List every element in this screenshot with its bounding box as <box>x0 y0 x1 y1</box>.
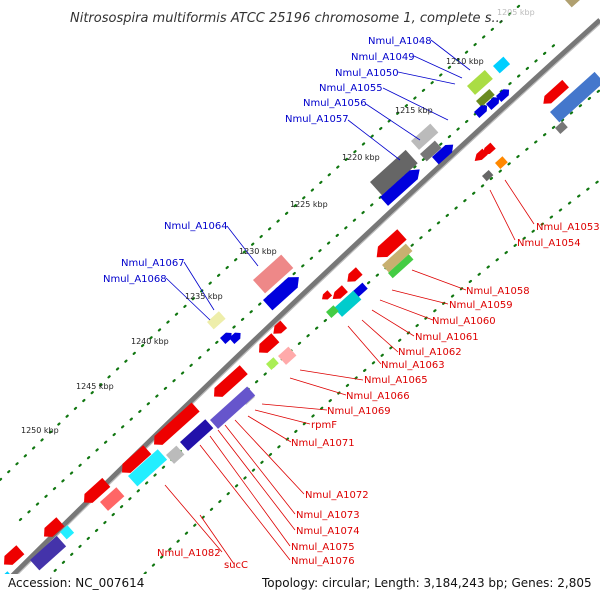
gene-label: Nmul_A1062 <box>398 347 462 358</box>
gene-label: Nmul_A1050 <box>335 68 399 79</box>
gene-label: Nmul_A1055 <box>319 83 383 94</box>
gene-label: Nmul_A1058 <box>466 286 530 297</box>
accession-label: Accession: NC_007614 <box>8 576 144 590</box>
gene-label: Nmul_A1065 <box>364 375 428 386</box>
gene-label: Nmul_A1059 <box>449 300 513 311</box>
gene-label: Nmul_A1068 <box>103 274 167 285</box>
gene-block <box>344 267 363 285</box>
tick-label: 1235 kbp <box>185 292 223 301</box>
gene-block <box>493 57 510 74</box>
gene-label: Nmul_A1063 <box>381 360 445 371</box>
gene-label: Nmul_A1071 <box>291 438 355 449</box>
gene-block <box>229 330 243 344</box>
gene-label: Nmul_A1069 <box>327 406 391 417</box>
gene-block <box>207 311 226 329</box>
map-title: Nitrosospira multiformis ATCC 25196 chro… <box>70 11 504 26</box>
gene-label: Nmul_A1066 <box>346 391 410 402</box>
gene-label: Nmul_A1060 <box>432 316 496 327</box>
gene-block <box>166 446 184 464</box>
gene-block <box>278 347 296 365</box>
gene-label: Nmul_A1072 <box>305 490 369 501</box>
tick-label: 1230 kbp <box>239 247 277 256</box>
gene-label: Nmul_A1074 <box>296 526 360 537</box>
tick-label: 1240 kbp <box>131 337 169 346</box>
gene-label: Nmul_A1048 <box>368 36 432 47</box>
gene-block <box>555 121 568 134</box>
topology-summary: Topology: circular; Length: 3,184,243 bp… <box>261 576 592 590</box>
tick-label: 1220 kbp <box>342 153 380 162</box>
gene-label: Nmul_A1061 <box>415 332 479 343</box>
gene-label: Nmul_A1075 <box>291 542 355 553</box>
genome-map: 1205 kbp 1210 kbp 1215 kbp 1220 kbp 1225… <box>0 0 600 600</box>
gene-label: Nmul_A1076 <box>291 556 355 567</box>
gene-block <box>565 0 588 7</box>
gene-label: Nmul_A1064 <box>164 221 228 232</box>
tick-label: 1245 kbp <box>76 382 114 391</box>
gene-label: Nmul_A1057 <box>285 114 349 125</box>
gene-label: Nmul_A1049 <box>351 52 415 63</box>
gene-label: sucC <box>224 560 248 571</box>
gene-label: Nmul_A1073 <box>296 510 360 521</box>
gene-label: rpmF <box>311 420 337 431</box>
gene-block <box>320 290 332 302</box>
gene-label: Nmul_A1053 <box>536 222 600 233</box>
gene-label: Nmul_A1082 <box>157 548 221 559</box>
gene-block <box>266 357 279 370</box>
tick-label: 1250 kbp <box>21 426 59 435</box>
tick-label: 1215 kbp <box>395 106 433 115</box>
gene-label: Nmul_A1067 <box>121 258 185 269</box>
gene-block <box>495 156 508 169</box>
tick-label: 1225 kbp <box>290 200 328 209</box>
gene-label: Nmul_A1054 <box>517 238 581 249</box>
gene-label: Nmul_A1056 <box>303 98 367 109</box>
reverse-genes <box>0 72 600 571</box>
tick-label: 1210 kbp <box>446 57 484 66</box>
